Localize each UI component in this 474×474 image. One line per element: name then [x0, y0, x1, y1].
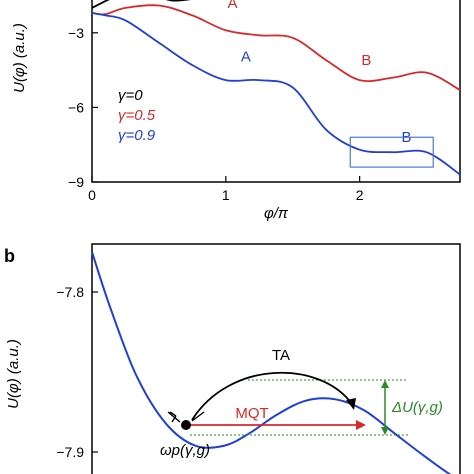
osc-line-right [191, 411, 205, 422]
panel-a-frame [91, 0, 461, 183]
ta-arrow [191, 371, 353, 421]
panel-b-frame [91, 243, 461, 474]
particle-dot [181, 420, 191, 430]
delta-u-arrowhead-bottom [381, 427, 389, 435]
panel-b-ytick-label: −7.8 [56, 284, 84, 300]
curve-region-label: A [228, 0, 238, 12]
panel-b-potential-curve [91, 251, 452, 474]
series-line-1 [91, 4, 461, 91]
panel-b: b −7.8 −7.9 U(φ) (a.u.) ΔU(γ,g) TA MQT ωp… [4, 243, 461, 474]
panel-a-xtick-label: 0 [88, 187, 96, 203]
osc-arrow-left [169, 411, 177, 423]
panel-b-ytick-label: −7.9 [56, 444, 84, 460]
curve-region-label: B [361, 52, 371, 69]
delta-u-label: ΔU(γ,g) [391, 399, 443, 416]
mqt-label: MQT [235, 405, 268, 422]
panel-label-b: b [4, 246, 15, 266]
osc-line-left [167, 411, 181, 423]
highlight-box [349, 136, 434, 168]
panel-a-ylabel: U(φ) (a.u.) [11, 23, 28, 93]
panel-a-xtick-label: 1 [222, 187, 230, 203]
panel-a-xlabel: φ/π [264, 205, 289, 222]
series-line-2 [91, 12, 461, 176]
panel-a-ytick-label: −9 [68, 174, 84, 190]
mqt-arrowhead [356, 420, 366, 430]
ta-label: TA [272, 347, 290, 364]
curve-region-label: A [241, 48, 251, 65]
panel-a-curves [91, 0, 461, 176]
panel-a-ytick-label: −6 [68, 99, 84, 115]
panel-b-ticks: −7.8 −7.9 [56, 284, 98, 460]
omega-p-label: ωp(γ,g) [160, 442, 210, 459]
delta-u-arrowhead-top [381, 380, 389, 388]
panel-a-ytick-label: −3 [68, 25, 84, 41]
panel-a-ticks: 0 1 2 −3 −6 −9 [68, 25, 364, 203]
legend-entry-gamma09: γ=0.9 [118, 127, 156, 144]
series-line-0 [91, 0, 191, 9]
panel-a-xtick-label: 2 [356, 187, 364, 203]
panel-b-ylabel: U(φ) (a.u.) [5, 339, 22, 409]
legend-entry-gamma05: γ=0.5 [118, 107, 156, 124]
ta-arrowhead [346, 398, 356, 410]
legend-entry-gamma0: γ=0 [118, 87, 143, 104]
